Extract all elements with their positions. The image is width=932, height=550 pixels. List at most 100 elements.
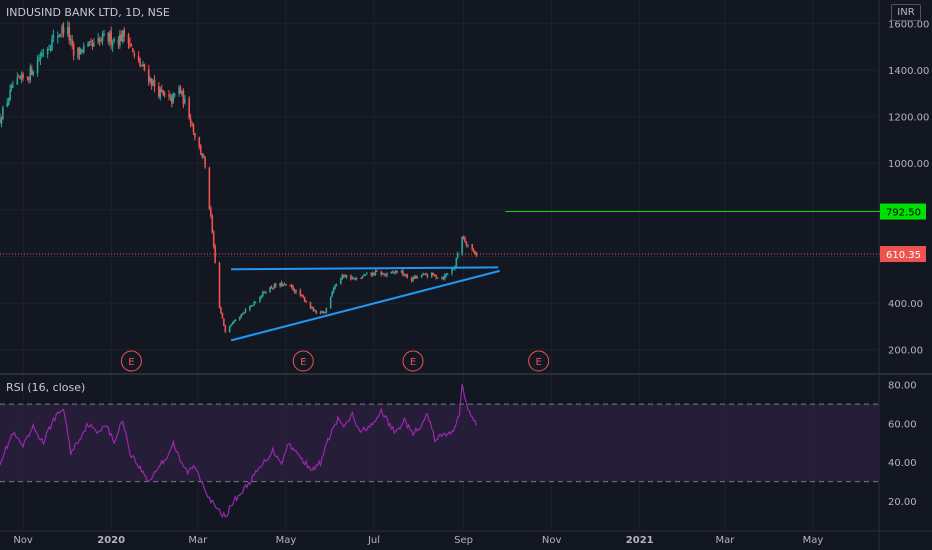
candle-body (380, 271, 383, 275)
candle-body (181, 91, 183, 94)
candle-body (386, 273, 388, 276)
candle-body (290, 284, 293, 288)
candle-body (69, 38, 72, 41)
candle-body (403, 274, 406, 276)
candle-body (52, 35, 55, 38)
candle-body (49, 48, 52, 50)
candle-body (32, 71, 35, 75)
candle-body (344, 275, 346, 277)
candle-body (80, 48, 82, 55)
rsi-y-tick-label: 60.00 (888, 419, 917, 430)
candle-body (301, 295, 303, 297)
rsi-title: RSI (16, close) (6, 381, 86, 394)
candle-body (374, 271, 377, 275)
currency-button[interactable]: INR (891, 4, 921, 21)
rsi-y-tick-label: 40.00 (888, 458, 917, 469)
rsi-y-tick-label: 80.00 (888, 381, 917, 392)
candle-body (415, 275, 417, 279)
candle-body (153, 80, 156, 87)
candle-body (455, 257, 458, 267)
candle-body (142, 64, 144, 67)
candle-body (38, 59, 40, 61)
candle-body (279, 282, 281, 286)
candle-body (412, 276, 414, 282)
candle-body (97, 38, 99, 42)
candle-body (340, 278, 342, 285)
candle-body (67, 26, 69, 35)
earnings-icon[interactable] (528, 350, 550, 372)
candle-body (48, 49, 50, 51)
candle-body (390, 271, 393, 274)
candle-body (188, 98, 190, 119)
earnings-icon[interactable] (292, 350, 314, 372)
x-tick-label: May (276, 535, 297, 546)
x-tick-label: Mar (188, 535, 208, 546)
candle-body (364, 274, 367, 276)
trendline-resistance[interactable] (231, 266, 499, 271)
candle-body (228, 326, 231, 333)
candle-body (351, 277, 354, 280)
candle-body (335, 284, 338, 286)
candle-body (150, 79, 153, 86)
x-tick-label: 2021 (626, 535, 654, 546)
candle-body (214, 246, 216, 263)
candle-body (373, 272, 375, 275)
candle-body (254, 302, 257, 304)
candle-body (231, 322, 234, 324)
candle-body (400, 270, 403, 273)
earnings-icon[interactable] (120, 350, 142, 372)
candle-body (404, 274, 407, 276)
candle-body (160, 89, 163, 92)
candle-body (0, 117, 1, 123)
candle-body (262, 291, 264, 296)
candle-body (41, 53, 43, 57)
candle-body (381, 273, 384, 275)
candle-body (471, 244, 474, 250)
candle-body (182, 89, 185, 105)
candle-body (423, 273, 426, 275)
candle-body (93, 42, 95, 47)
candle-body (321, 311, 323, 313)
candle-body (352, 278, 355, 280)
candle-body (280, 282, 283, 287)
x-tick-label: 2020 (97, 535, 125, 546)
candle-body (81, 50, 84, 52)
candle-body (192, 124, 195, 133)
candle-body (2, 107, 4, 120)
candle-body (189, 118, 192, 124)
candle-body (250, 305, 253, 307)
candle-body (56, 36, 59, 38)
candle-body (223, 318, 225, 326)
candle-body (319, 311, 322, 314)
candle-body (212, 232, 215, 247)
rsi-y-tick-label: 20.00 (888, 497, 917, 508)
candle-body (355, 278, 358, 280)
candle-body (71, 39, 74, 45)
candle-body (420, 274, 423, 277)
candle-body (244, 309, 247, 313)
candle-body (432, 273, 435, 275)
candle-body (17, 76, 20, 78)
candle-body (285, 284, 287, 286)
candle-body (68, 27, 71, 41)
candle-body (171, 96, 173, 104)
candle-body (178, 87, 180, 94)
trendline-support[interactable] (230, 269, 500, 342)
candle-body (363, 275, 365, 277)
candle-body (28, 77, 30, 80)
y-tick-label: 1600.00 (888, 19, 929, 30)
rsi-band (0, 404, 878, 482)
candle-body (299, 290, 302, 296)
candle-body (199, 145, 202, 154)
candle-body (162, 90, 164, 95)
candle-body (365, 273, 368, 275)
candle-body (289, 285, 292, 287)
candle-body (241, 313, 244, 315)
candle-body (147, 69, 150, 82)
candle-body (264, 292, 267, 294)
candle-body (282, 284, 284, 287)
earnings-icon[interactable] (402, 350, 424, 372)
y-tick-label: 1000.00 (888, 159, 929, 170)
candle-body (234, 319, 237, 322)
